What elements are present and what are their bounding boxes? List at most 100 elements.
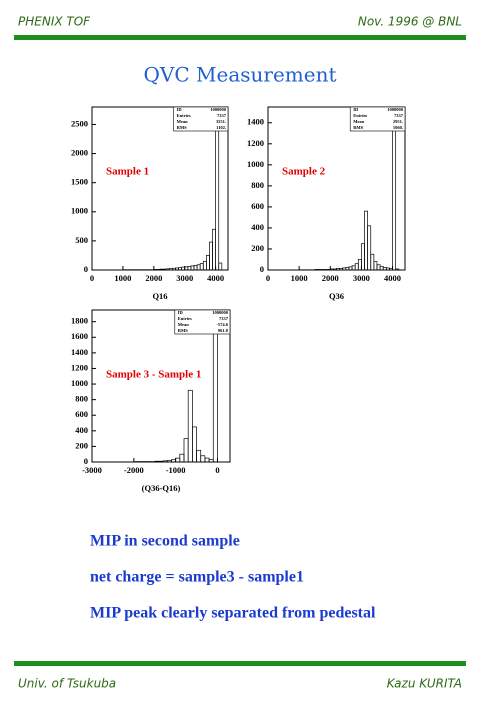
histogram-bar [187,266,192,271]
histogram-bar [179,453,185,463]
histogram-bar [370,253,375,271]
stats-box [173,106,229,132]
y-tick-label: 400 [251,222,264,232]
y-tick-label: 800 [75,394,88,404]
annotation: Sample 3 - Sample 1 [106,369,201,381]
histogram-bar [212,228,216,271]
x-tick-label: 1000 [291,273,308,283]
stats-box [174,309,231,335]
slide-title: QVC Measurement [144,63,337,87]
y-tick-label: 1600 [71,331,88,341]
x-tick-label: 0 [215,465,219,475]
y-tick-label: 600 [251,201,264,211]
stats-label: RMS [178,328,188,333]
y-tick-label: 2000 [71,148,88,158]
histogram-bar [364,210,368,271]
plot-frame [91,106,229,271]
histogram-bar [199,263,204,271]
y-tick-label: 1400 [247,117,264,127]
histogram-bar [187,389,193,463]
x-tick-label: 4000 [384,273,401,283]
x-tick-label: 1000 [114,273,131,283]
bullet: MIP in second sample [90,533,240,550]
x-axis-label: (Q36-Q16) [142,483,181,493]
bullet: net charge = sample3 - sample1 [90,569,304,586]
annotation: Sample 1 [106,166,149,178]
footer-right: Kazu KURITA [387,677,462,691]
y-tick-label: 1000 [71,206,88,216]
x-tick-label: -1000 [166,465,186,475]
histogram-bar [351,265,356,271]
y-tick-label: 0 [84,456,88,466]
histogram-bar [192,426,197,463]
y-tick-label: 1000 [247,159,264,169]
stats-value: 7337 [219,316,229,321]
bullet: MIP peak clearly separated from pedestal [90,605,376,622]
y-tick-label: 0 [84,264,88,274]
annotation: Sample 2 [282,166,326,178]
x-axis-label: Q16 [152,291,167,301]
x-tick-label: 3000 [176,273,193,283]
histogram-bar [193,264,198,271]
stats-label: Mean [353,119,364,124]
stats-value: 1060. [393,125,403,130]
footer-bar [14,661,466,666]
histogram-bar [215,118,220,271]
x-tick-label: 2000 [145,273,162,283]
x-tick-label: -2000 [124,465,144,475]
y-tick-label: 1200 [247,138,264,148]
histogram-bar [196,449,202,463]
stats-value: 1102. [216,125,226,130]
stats-value: 1000000 [212,310,229,315]
histogram-bar [190,265,195,271]
histogram-bar [183,438,189,463]
y-tick-label: 1400 [71,347,88,357]
y-tick-label: 500 [75,235,88,245]
y-tick-label: 200 [251,243,264,253]
stats-label: Entries [178,316,192,321]
y-tick-label: 0 [260,264,264,274]
stats-label: Mean [177,119,188,124]
histogram-bar [379,265,384,271]
x-tick-label: -3000 [82,465,102,475]
stats-label: Entries [177,113,191,118]
footer-left: Univ. of Tsukuba [18,677,116,691]
histogram-bar [212,317,218,463]
x-tick-label: 3000 [353,273,370,283]
histogram-bar [175,457,181,463]
x-axis-label: Q36 [329,291,344,301]
y-tick-label: 600 [75,409,88,419]
stats-label: Entries [353,113,367,118]
histogram-bar [196,264,201,271]
histogram-bar [218,262,223,271]
y-tick-label: 1800 [71,316,88,326]
histogram-bar [202,260,207,271]
histogram-bar [354,263,359,271]
stats-label: ID [178,310,184,315]
histogram-bar [376,264,381,271]
stats-value: 3551. [216,119,226,124]
stats-value: 7337 [217,113,227,118]
plot-frame [267,106,406,271]
stats-label: RMS [353,125,363,130]
histogram-bar [209,241,213,271]
stats-value: 1000000 [210,107,227,112]
y-tick-label: 1500 [71,177,88,187]
histogram-bar [373,261,378,271]
header-left: PHENIX TOF [18,15,91,29]
stats-label: ID [177,107,183,112]
x-tick-label: 0 [90,273,94,283]
histogram-bar [204,457,210,463]
stats-label: RMS [177,125,187,130]
y-tick-label: 400 [75,425,88,435]
x-tick-label: 0 [266,273,270,283]
header-right: Nov. 1996 @ BNL [358,15,462,29]
header-bar [14,35,466,40]
y-tick-label: 200 [75,440,88,450]
histogram-bar [206,255,210,271]
stats-value: 2951. [393,119,403,124]
stats-label: ID [353,107,359,112]
x-tick-label: 2000 [322,273,339,283]
